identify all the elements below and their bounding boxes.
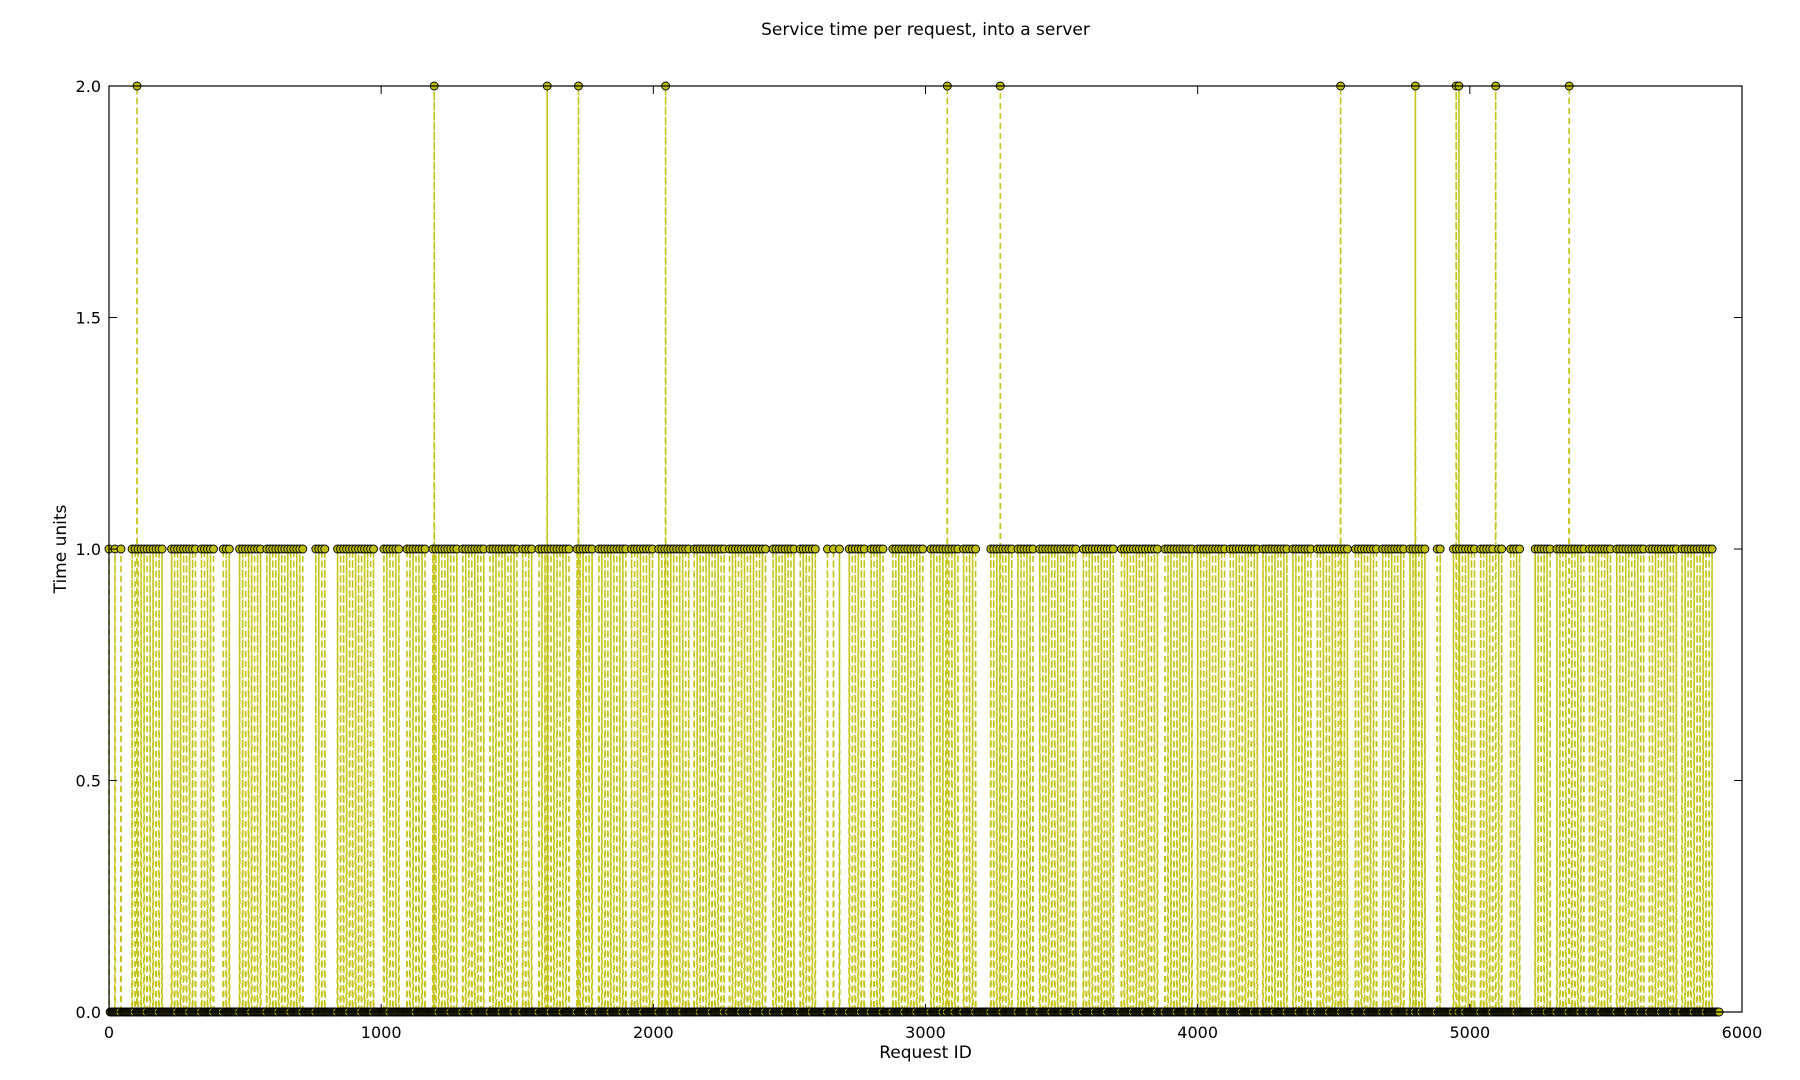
data-point bbox=[1342, 544, 1352, 554]
y-axis-label: Time units bbox=[51, 504, 71, 594]
data-point bbox=[157, 544, 167, 554]
y-tick-label: 2.0 bbox=[76, 77, 101, 96]
data-point bbox=[1152, 544, 1162, 554]
data-point bbox=[298, 544, 308, 554]
data-point bbox=[320, 544, 330, 554]
data-point bbox=[394, 544, 404, 554]
data-point bbox=[369, 544, 378, 554]
data-point bbox=[224, 544, 234, 554]
data-point bbox=[761, 544, 770, 554]
data-point bbox=[810, 544, 820, 554]
y-tick-label: 1.5 bbox=[76, 309, 101, 328]
data-point bbox=[971, 544, 981, 554]
chart-title: Service time per request, into a server bbox=[761, 20, 1090, 40]
data-point bbox=[116, 544, 126, 554]
y-tick-label: 0.5 bbox=[76, 772, 101, 791]
data-point bbox=[1707, 544, 1717, 554]
axes-layer: 0 1000 2000 3000 4000 5000 6000 0.0 0.5 1.0 1.5 2.0 bbox=[76, 77, 1763, 1042]
x-tick-label: 4000 bbox=[1177, 1023, 1218, 1042]
data-point bbox=[209, 544, 218, 554]
data-point bbox=[1108, 544, 1118, 554]
x-tick-label: 5000 bbox=[1449, 1023, 1490, 1042]
x-tick-label: 2000 bbox=[633, 1023, 674, 1042]
data-point bbox=[1497, 544, 1507, 554]
x-tick-label: 1000 bbox=[361, 1023, 402, 1042]
y-tick-label: 0.0 bbox=[76, 1003, 101, 1022]
x-axis-label: Request ID bbox=[879, 1043, 972, 1063]
data-point bbox=[420, 544, 430, 554]
data-point bbox=[1435, 544, 1445, 554]
data-point bbox=[1071, 544, 1081, 554]
data-point bbox=[1515, 544, 1525, 554]
y-tick-label: 1.0 bbox=[76, 540, 101, 559]
data-point bbox=[918, 544, 928, 554]
x-tick-label: 0 bbox=[104, 1023, 114, 1042]
data-point bbox=[564, 544, 574, 554]
data-point bbox=[878, 544, 888, 554]
data-point bbox=[1420, 544, 1430, 554]
data-point bbox=[835, 544, 844, 554]
x-tick-label: 6000 bbox=[1722, 1023, 1763, 1042]
data-point bbox=[527, 544, 537, 554]
x-tick-label: 3000 bbox=[905, 1023, 946, 1042]
